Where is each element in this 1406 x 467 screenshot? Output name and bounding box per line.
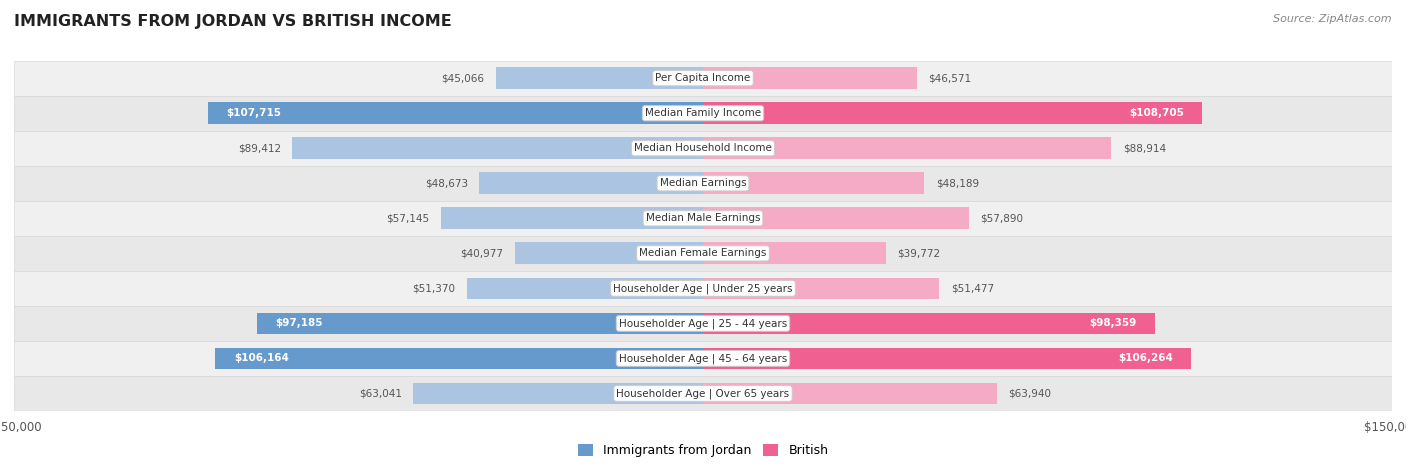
Text: $63,940: $63,940 <box>1008 389 1052 398</box>
Text: Householder Age | 25 - 44 years: Householder Age | 25 - 44 years <box>619 318 787 329</box>
Bar <box>14 201 1392 236</box>
Text: $46,571: $46,571 <box>928 73 972 83</box>
Text: Householder Age | Over 65 years: Householder Age | Over 65 years <box>616 388 790 399</box>
Text: $97,185: $97,185 <box>276 318 322 328</box>
Text: IMMIGRANTS FROM JORDAN VS BRITISH INCOME: IMMIGRANTS FROM JORDAN VS BRITISH INCOME <box>14 14 451 29</box>
Text: $107,715: $107,715 <box>226 108 281 118</box>
Text: $48,673: $48,673 <box>425 178 468 188</box>
Bar <box>14 236 1392 271</box>
Bar <box>215 347 703 369</box>
Text: $57,145: $57,145 <box>385 213 429 223</box>
Text: $89,412: $89,412 <box>238 143 281 153</box>
Bar <box>703 137 1111 159</box>
Text: Median Male Earnings: Median Male Earnings <box>645 213 761 223</box>
Text: $88,914: $88,914 <box>1123 143 1166 153</box>
Bar <box>14 271 1392 306</box>
Text: Median Household Income: Median Household Income <box>634 143 772 153</box>
Bar <box>14 166 1392 201</box>
Bar <box>14 131 1392 166</box>
Text: Median Earnings: Median Earnings <box>659 178 747 188</box>
Legend: Immigrants from Jordan, British: Immigrants from Jordan, British <box>578 444 828 457</box>
Text: $106,264: $106,264 <box>1118 354 1173 363</box>
Bar <box>496 67 703 89</box>
Text: Householder Age | 45 - 64 years: Householder Age | 45 - 64 years <box>619 353 787 364</box>
Text: $45,066: $45,066 <box>441 73 485 83</box>
Bar <box>14 341 1392 376</box>
Bar <box>208 102 703 124</box>
Text: $48,189: $48,189 <box>936 178 979 188</box>
Bar <box>467 277 703 299</box>
Text: Householder Age | Under 25 years: Householder Age | Under 25 years <box>613 283 793 294</box>
Text: $51,477: $51,477 <box>950 283 994 293</box>
Bar <box>14 61 1392 96</box>
Text: $51,370: $51,370 <box>412 283 456 293</box>
Text: $57,890: $57,890 <box>980 213 1024 223</box>
Bar <box>703 277 939 299</box>
Text: $98,359: $98,359 <box>1090 318 1136 328</box>
Text: Median Family Income: Median Family Income <box>645 108 761 118</box>
Bar <box>703 67 917 89</box>
Text: $39,772: $39,772 <box>897 248 941 258</box>
Bar <box>703 207 969 229</box>
Bar <box>703 312 1154 334</box>
Text: $40,977: $40,977 <box>460 248 503 258</box>
Bar <box>479 172 703 194</box>
Bar <box>14 376 1392 411</box>
Bar <box>14 306 1392 341</box>
Bar <box>703 382 997 404</box>
Text: Per Capita Income: Per Capita Income <box>655 73 751 83</box>
Bar <box>292 137 703 159</box>
Text: Source: ZipAtlas.com: Source: ZipAtlas.com <box>1274 14 1392 24</box>
Bar <box>515 242 703 264</box>
Text: $63,041: $63,041 <box>359 389 402 398</box>
Bar <box>14 96 1392 131</box>
Text: Median Female Earnings: Median Female Earnings <box>640 248 766 258</box>
Bar <box>703 347 1191 369</box>
Bar <box>440 207 703 229</box>
Bar <box>703 102 1202 124</box>
Text: $108,705: $108,705 <box>1129 108 1184 118</box>
Bar <box>257 312 703 334</box>
Text: $106,164: $106,164 <box>233 354 288 363</box>
Bar <box>413 382 703 404</box>
Bar <box>703 242 886 264</box>
Bar <box>703 172 924 194</box>
